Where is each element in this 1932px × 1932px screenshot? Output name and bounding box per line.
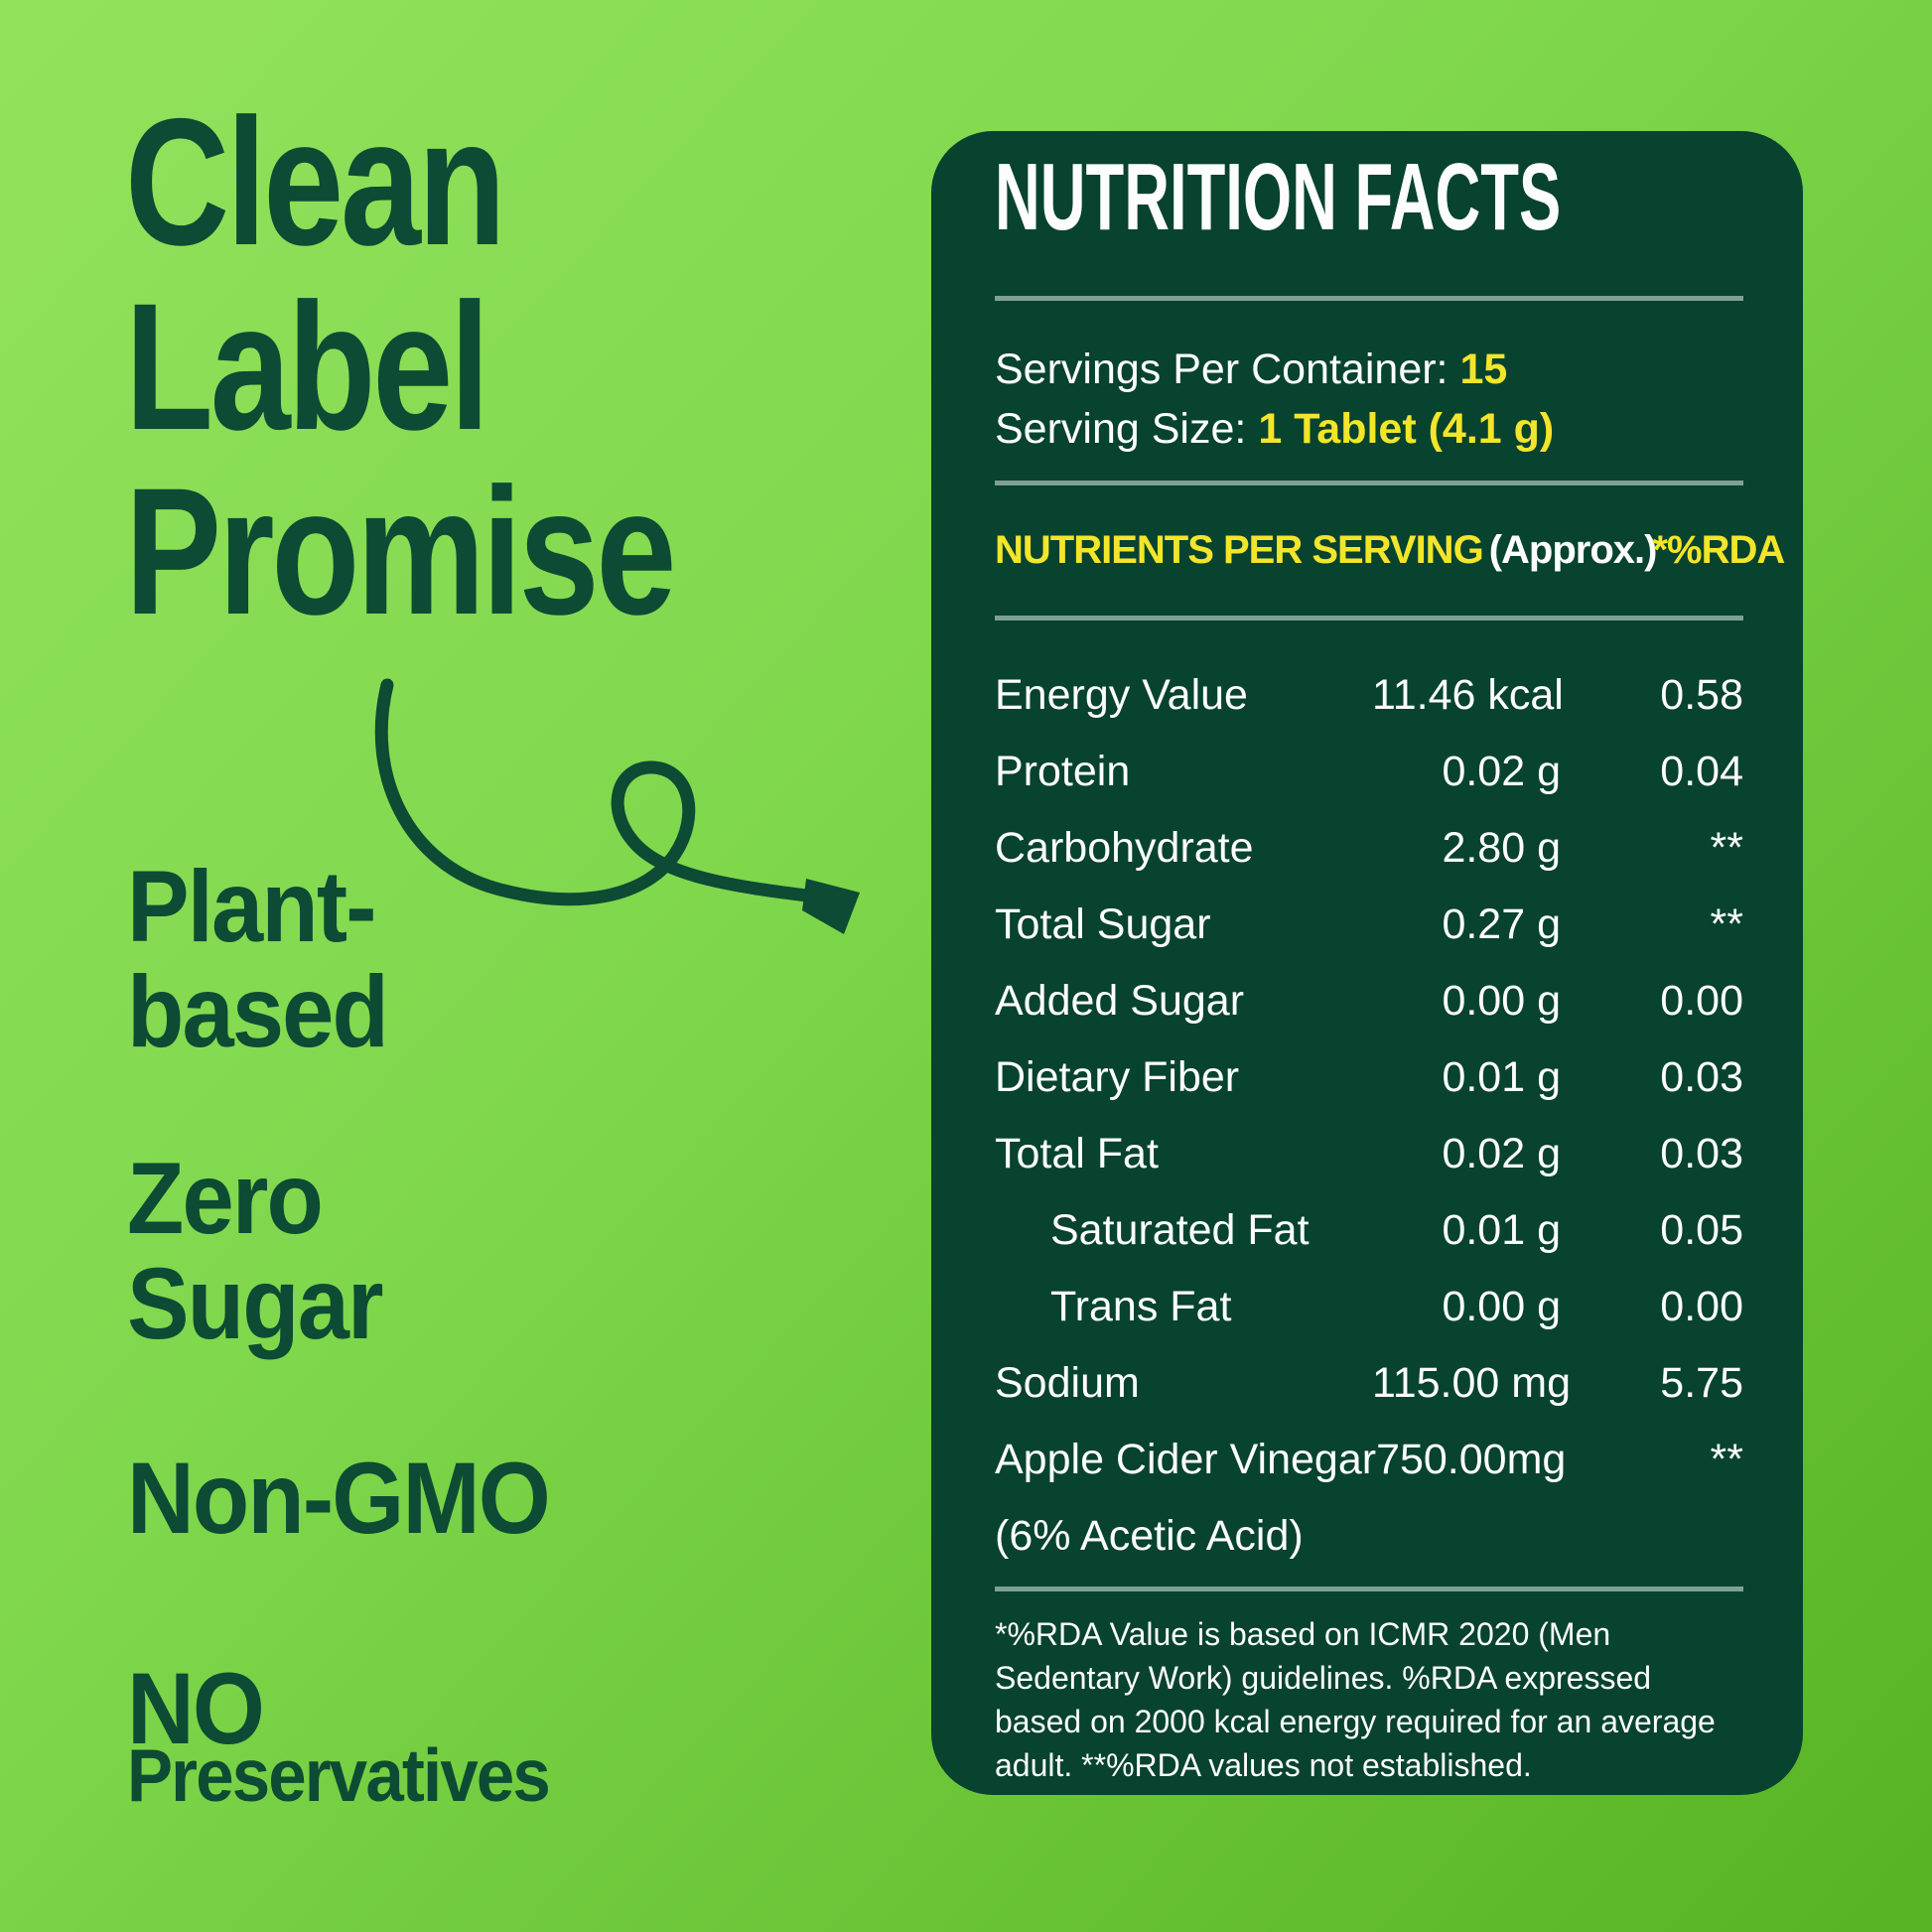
nutrient-amount: 0.01 g (1442, 1206, 1561, 1254)
nutrient-amount: 2.80 g (1442, 824, 1561, 872)
nutrition-facts-content: NUTRITION FACTS Servings Per Container: 1… (995, 131, 1785, 1795)
table-row: Dietary Fiber 0.01 g 0.03 (995, 1039, 1743, 1116)
table-row: Added Sugar 0.00 g 0.00 (995, 963, 1743, 1039)
nutrient-name: Saturated Fat (1050, 1206, 1310, 1254)
nutrient-rda: 0.04 (1660, 748, 1743, 795)
headline-line-3: Promise (125, 450, 676, 652)
claim-no: NO (127, 1652, 265, 1765)
nutrient-amount: 0.00 g (1442, 1283, 1561, 1330)
servings-value: 15 (1459, 345, 1508, 393)
header-nutrients-per-serving: NUTRIENTS PER SERVING (995, 528, 1484, 572)
header-approx: (Approx.) (1488, 528, 1658, 572)
serving-size-label: Serving Size: (995, 405, 1247, 453)
table-row: Energy Value 11.46 kcal 0.58 (995, 657, 1743, 734)
nutrient-amount: 0.01 g (1442, 1053, 1561, 1101)
nutrient-amount: 0.02 g (1442, 1130, 1561, 1177)
nutrient-name: Total Fat (995, 1130, 1159, 1177)
nutrition-facts-panel: NUTRITION FACTS Servings Per Container: 1… (931, 131, 1803, 1795)
claim-plant-based: Plant- based (127, 850, 389, 1068)
header-rda: %RDA (1667, 528, 1785, 572)
divider-footnote (995, 1587, 1743, 1591)
nutrient-name: Apple Cider Vinegar (995, 1436, 1377, 1483)
nutrient-amount: 11.46 kcal (1372, 671, 1564, 719)
table-row: Carbohydrate 2.80 g ** (995, 810, 1743, 887)
divider-top (995, 296, 1743, 301)
claim-plant-line-1: Plant- (127, 850, 376, 963)
claim-zero-sugar: Zero Sugar (127, 1142, 384, 1360)
nutrient-rda: ** (1710, 1436, 1743, 1483)
nutrient-rda: 0.03 (1660, 1053, 1743, 1101)
nutrient-rda: 0.58 (1660, 671, 1743, 719)
nutrient-name: Dietary Fiber (995, 1053, 1240, 1101)
table-row: Sodium 115.00 mg 5.75 (995, 1345, 1743, 1422)
squiggle-arrow-icon (347, 640, 903, 958)
claim-plant-line-2: based (127, 955, 389, 1068)
servings-per-container-line: Servings Per Container: 15 (995, 340, 1743, 399)
nutrient-name: Energy Value (995, 671, 1248, 719)
nutrient-rda: 0.00 (1660, 1283, 1743, 1330)
table-header: NUTRIENTS PER SERVING (Approx.) * %RDA (995, 520, 1785, 580)
serving-info: Servings Per Container: 15 Serving Size: 1… (995, 340, 1743, 459)
claim-zero-line-1: Zero (127, 1142, 324, 1255)
nutrient-rda: 0.03 (1660, 1130, 1743, 1177)
nutrient-amount: 750.00mg (1376, 1436, 1567, 1483)
nutrition-table: Energy Value 11.46 kcal 0.58 Protein 0.0… (995, 657, 1743, 1575)
nutrient-name: Total Sugar (995, 900, 1211, 948)
nutrient-name: Added Sugar (995, 977, 1245, 1025)
nutrient-rda: 5.75 (1660, 1359, 1743, 1407)
table-row: Total Sugar 0.27 g ** (995, 887, 1743, 963)
table-row: Protein 0.02 g 0.04 (995, 734, 1743, 810)
nutrient-name: Trans Fat (1050, 1283, 1232, 1330)
claim-zero-line-2: Sugar (127, 1247, 384, 1360)
table-row: Apple Cider Vinegar 750.00mg ** (995, 1422, 1743, 1498)
nutrient-amount: 115.00 mg (1372, 1359, 1572, 1407)
divider-header (995, 616, 1743, 621)
rda-footnote: *%RDA Value is based on ICMR 2020 (Men S… (995, 1616, 1716, 1783)
nutrient-rda: 0.00 (1660, 977, 1743, 1025)
nutrient-amount: 0.27 g (1442, 900, 1561, 948)
nutrient-rda: ** (1710, 824, 1743, 872)
nutrient-rda: ** (1710, 900, 1743, 948)
nutrient-name: Sodium (995, 1359, 1140, 1407)
nutrient-amount: 0.02 g (1442, 748, 1561, 795)
clean-label-promise-headline: Clean Label Promise (125, 80, 676, 652)
nutrient-name: Protein (995, 748, 1131, 795)
headline-line-2: Label (125, 265, 489, 468)
claim-no-preservatives: Preservatives (127, 1733, 551, 1817)
table-row: Total Fat 0.02 g 0.03 (995, 1116, 1743, 1192)
panel-title: NUTRITION FACTS (995, 144, 1562, 250)
servings-label: Servings Per Container: (995, 345, 1449, 393)
claim-non-gmo: Non-GMO (127, 1442, 551, 1555)
nutrient-amount: 0.00 g (1442, 977, 1561, 1025)
serving-size-value: 1 Tablet (4.1 g) (1258, 405, 1555, 453)
table-row: Trans Fat 0.00 g 0.00 (995, 1269, 1743, 1345)
table-row: Saturated Fat 0.01 g 0.05 (995, 1192, 1743, 1269)
table-row: (6% Acetic Acid) (995, 1498, 1743, 1575)
nutrient-name: Carbohydrate (995, 824, 1254, 872)
serving-size-line: Serving Size: 1 Tablet (4.1 g) (995, 399, 1743, 459)
nutrient-rda: 0.05 (1660, 1206, 1743, 1254)
headline-line-1: Clean (125, 80, 506, 283)
divider-serving (995, 481, 1743, 485)
header-asterisk: * (1652, 528, 1668, 572)
nutrient-name: (6% Acetic Acid) (995, 1512, 1304, 1560)
